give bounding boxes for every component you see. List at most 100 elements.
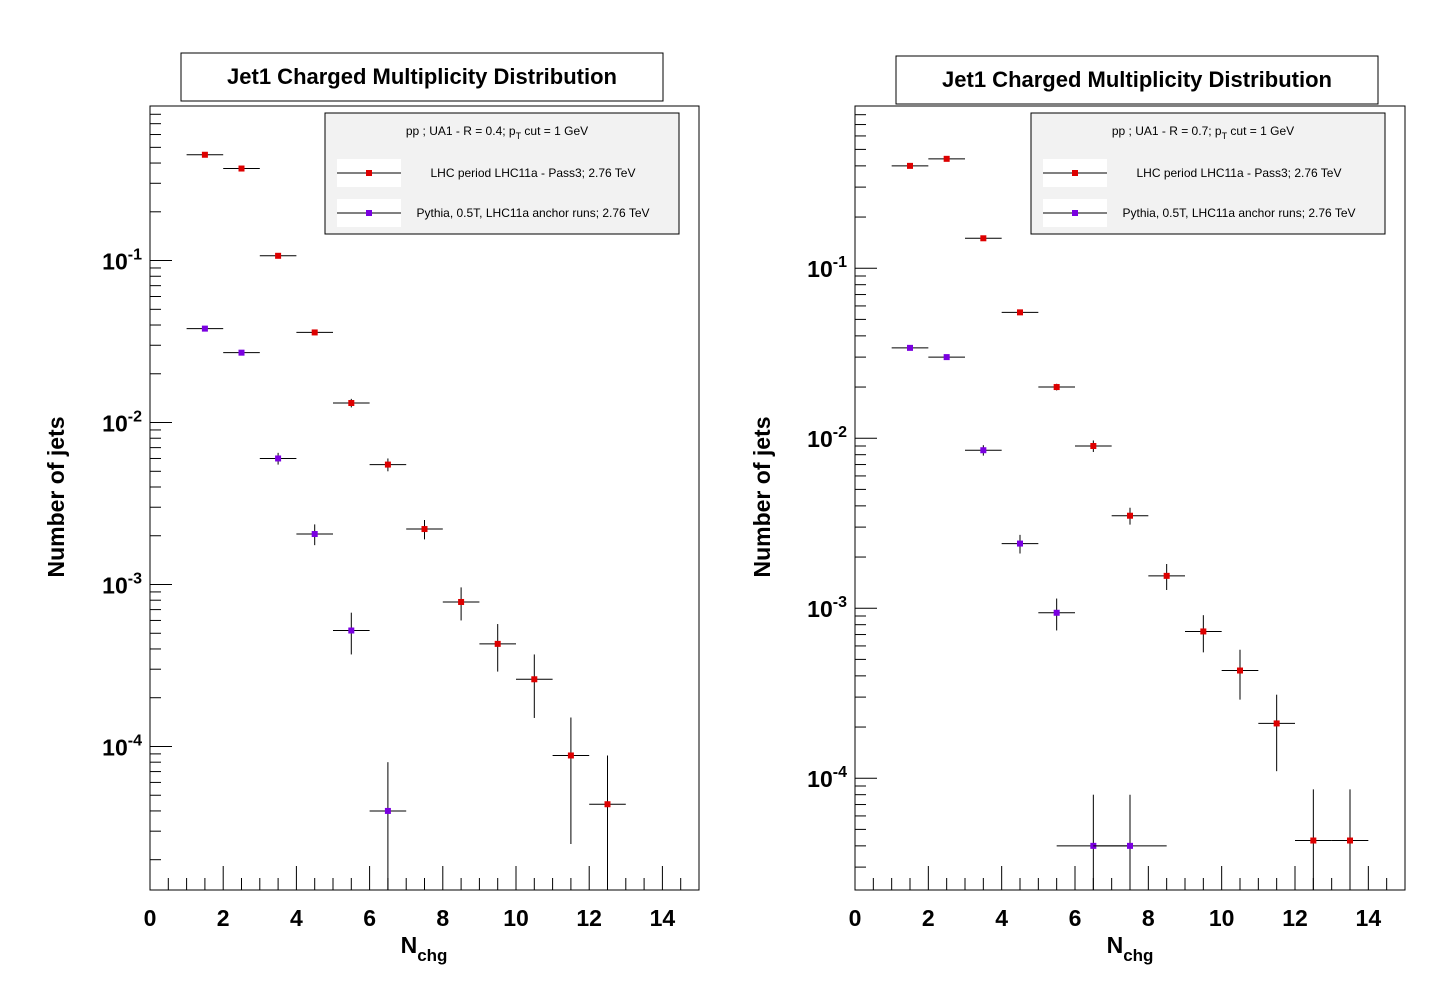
title-box <box>180 52 664 102</box>
chart-title: Jet1 Charged Multiplicity Distribution <box>942 67 1332 92</box>
y-tick-exponent: -2 <box>128 409 142 426</box>
y-tick-exponent: -1 <box>128 247 142 264</box>
y-tick-exponent: -4 <box>128 732 142 749</box>
x-tick-label: 8 <box>436 905 449 931</box>
data-point <box>238 349 245 356</box>
y-tick-exponent: -4 <box>833 764 847 781</box>
data-point <box>421 526 428 533</box>
data-point <box>1310 837 1317 844</box>
x-tick-label: 4 <box>290 905 303 931</box>
data-point <box>238 165 245 172</box>
y-tick-base: 10 <box>102 734 128 760</box>
y-tick-label: 10-3 <box>102 571 142 599</box>
legend-marker <box>1072 210 1078 216</box>
x-tick-label: 12 <box>576 905 602 931</box>
legend-marker <box>366 170 372 176</box>
data-point <box>1200 628 1207 635</box>
data-point <box>1127 512 1133 519</box>
y-tick-exponent: -2 <box>833 424 847 441</box>
y-tick-label: 10-1 <box>102 247 142 275</box>
x-axis-title: Nchg <box>401 932 448 965</box>
x-tick-label: 12 <box>1282 905 1308 931</box>
data-point <box>1090 442 1097 449</box>
legend: pp ; UA1 - R = 0.7; pT cut = 1 GeV LHC pe… <box>1030 112 1386 235</box>
data-point <box>907 344 913 351</box>
data-point <box>567 752 574 759</box>
data-point <box>348 400 355 407</box>
x-tick-label: 0 <box>849 905 862 931</box>
data-point <box>458 598 465 605</box>
data-point <box>275 252 282 259</box>
y-tick-label: 10-4 <box>807 764 847 792</box>
y-tick-base: 10 <box>807 766 833 792</box>
legend: pp ; UA1 - R = 0.4; pT cut = 1 GeV LHC pe… <box>324 112 680 235</box>
x-tick-label: 4 <box>995 905 1008 931</box>
legend-label: LHC period LHC11a - Pass3; 2.76 TeV <box>1136 166 1341 180</box>
legend-header: pp ; UA1 - R = 0.4; pT cut = 1 GeV <box>406 124 588 141</box>
legend-header-sub: T <box>516 131 522 141</box>
y-tick-label: 10-2 <box>102 409 142 437</box>
x-axis-title-sub: chg <box>417 946 447 965</box>
data-point <box>980 235 987 242</box>
y-tick-label: 10-2 <box>807 424 847 452</box>
data-point <box>384 807 391 814</box>
data-point <box>275 455 282 462</box>
data-point <box>1127 842 1133 849</box>
x-tick-label: 6 <box>363 905 376 931</box>
legend-header-post: cut = 1 GeV <box>1227 124 1294 138</box>
data-point <box>311 531 318 538</box>
y-axis-title: Number of jets <box>43 416 69 577</box>
x-tick-label: 14 <box>650 905 676 931</box>
legend-marker <box>1072 170 1078 176</box>
data-point <box>1237 667 1243 674</box>
x-tick-label: 2 <box>217 905 230 931</box>
data-point <box>531 676 538 683</box>
series-2 <box>891 344 1167 890</box>
title-box <box>895 55 1379 105</box>
x-tick-label: 10 <box>1209 905 1235 931</box>
data-point <box>384 461 391 468</box>
x-axis-title: Nchg <box>1107 932 1154 965</box>
data-point <box>1017 309 1023 316</box>
chart-title: Jet1 Charged Multiplicity Distribution <box>227 64 617 89</box>
y-tick-base: 10 <box>807 256 833 282</box>
data-point <box>494 640 501 647</box>
x-tick-label: 2 <box>922 905 935 931</box>
y-axis-title: Number of jets <box>749 416 775 577</box>
x-tick-label: 0 <box>144 905 157 931</box>
data-point <box>311 329 318 336</box>
x-tick-label: 14 <box>1356 905 1382 931</box>
data-point <box>1017 540 1023 547</box>
legend-header-pre: pp ; UA1 - R = 0.7; p <box>1112 124 1222 138</box>
data-point <box>1053 609 1060 616</box>
x-tick-label: 6 <box>1069 905 1082 931</box>
data-point <box>1163 572 1170 579</box>
legend-marker <box>366 210 372 216</box>
data-point <box>907 162 913 169</box>
y-tick-label: 10-4 <box>102 732 142 760</box>
data-point <box>201 325 208 332</box>
y-tick-exponent: -3 <box>833 594 847 611</box>
y-tick-exponent: -1 <box>833 254 847 271</box>
data-point <box>1347 837 1353 844</box>
legend-header-post: cut = 1 GeV <box>521 124 588 138</box>
legend-header-pre: pp ; UA1 - R = 0.4; p <box>406 124 516 138</box>
x-axis-title-main: N <box>1107 932 1124 958</box>
y-tick-label: 10-1 <box>807 254 847 282</box>
data-point <box>201 151 208 158</box>
y-tick-base: 10 <box>807 426 833 452</box>
series-2 <box>186 325 407 890</box>
legend-header: pp ; UA1 - R = 0.7; pT cut = 1 GeV <box>1112 124 1294 141</box>
data-point <box>943 155 950 162</box>
y-tick-base: 10 <box>102 573 128 599</box>
legend-label: LHC period LHC11a - Pass3; 2.76 TeV <box>430 166 635 180</box>
legend-header-sub: T <box>1222 131 1228 141</box>
series-1 <box>891 155 1369 890</box>
data-point <box>348 627 355 634</box>
data-point <box>1053 384 1060 391</box>
data-point <box>1273 720 1280 727</box>
x-axis-title-sub: chg <box>1123 946 1153 965</box>
